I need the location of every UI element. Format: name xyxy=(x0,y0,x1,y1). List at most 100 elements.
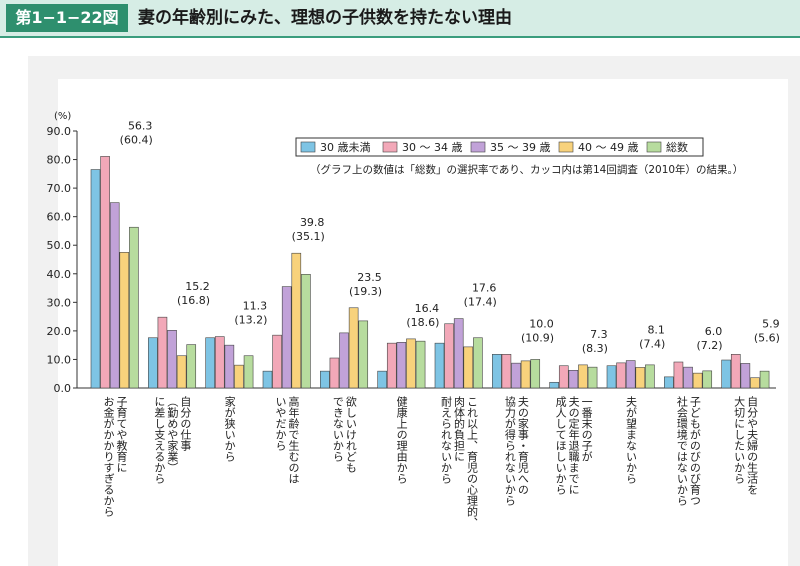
category-label: 自分の仕事 xyxy=(179,396,192,451)
bar-2-5 xyxy=(329,357,340,389)
previous-data-label: (7.2) xyxy=(696,339,722,352)
data-label: 16.4 xyxy=(415,302,440,315)
bar-5-4 xyxy=(301,274,311,389)
bar-1-9 xyxy=(549,381,559,389)
bar-2-7 xyxy=(444,323,454,389)
y-axis-unit-label: (%) xyxy=(54,111,71,122)
bar-4-2 xyxy=(176,355,187,389)
bar-4-12 xyxy=(750,377,760,389)
previous-data-label: (19.3) xyxy=(349,285,382,298)
category-label: 子どもがのびのび育つ xyxy=(688,396,701,506)
category-label: に差し支えるから xyxy=(153,396,166,484)
y-tick-label: 30.0 xyxy=(47,296,72,309)
bar-5-1 xyxy=(129,226,139,389)
legend-label: 40 〜 49 歳 xyxy=(578,141,638,154)
legend-box xyxy=(295,137,704,157)
previous-data-label: (10.9) xyxy=(521,331,554,344)
category-label: 社会環境ではないから xyxy=(675,395,688,506)
bar-5-8 xyxy=(530,359,541,389)
y-tick-label: 20.0 xyxy=(47,325,72,338)
bar-1-4 xyxy=(262,370,273,389)
bar-3-6 xyxy=(396,342,407,389)
bar-1-6 xyxy=(377,370,387,389)
legend-swatch xyxy=(646,141,662,153)
category-label: お金がかかりすぎるから xyxy=(102,396,115,517)
bar-5-3 xyxy=(243,355,254,389)
data-label: 39.8 xyxy=(300,216,325,229)
legend-swatch xyxy=(470,141,486,153)
previous-data-label: (7.4) xyxy=(639,338,665,351)
category-label: いやだから xyxy=(274,396,287,451)
bar-1-11 xyxy=(664,376,674,389)
page-title: 妻の年齢別にみた、理想の子供数を持たない理由 xyxy=(138,8,512,28)
bar-3-7 xyxy=(453,318,464,389)
category-label: 大切にしたいから xyxy=(733,395,746,484)
bar-1-5 xyxy=(320,370,330,389)
header-underline xyxy=(0,36,800,38)
bar-3-12 xyxy=(740,363,751,389)
category-label: 一番末の子が xyxy=(580,396,593,462)
y-tick-label: 10.0 xyxy=(47,353,72,366)
previous-data-label: (13.2) xyxy=(234,314,267,327)
category-label: 協力が得られないから xyxy=(503,396,516,506)
data-label: 17.6 xyxy=(472,282,497,295)
previous-data-label: (18.6) xyxy=(406,316,439,329)
bar-4-1 xyxy=(119,252,130,389)
bar-2-12 xyxy=(730,354,741,389)
category-label: 肉体的負担に xyxy=(453,396,466,462)
y-tick-label: 60.0 xyxy=(47,211,72,224)
previous-data-label: (16.8) xyxy=(177,294,210,307)
bar-3-9 xyxy=(568,369,579,389)
category-label: （勤めや家業） xyxy=(166,396,179,473)
bar-2-10 xyxy=(616,362,626,389)
bar-2-3 xyxy=(214,336,225,389)
data-label: 6.0 xyxy=(705,325,723,338)
bar-3-11 xyxy=(683,366,693,389)
previous-data-label: (35.1) xyxy=(292,230,325,243)
bar-2-9 xyxy=(558,365,569,389)
y-tick-label: 70.0 xyxy=(47,182,72,195)
bar-4-3 xyxy=(234,364,244,389)
category-label: 子育てや教育に xyxy=(115,396,128,473)
bar-4-4 xyxy=(291,252,302,389)
chart-area-background xyxy=(58,79,788,566)
bar-4-9 xyxy=(578,364,588,389)
category-label: 夫の家事・育児への xyxy=(516,396,529,495)
category-label: 健康上の理由から xyxy=(395,396,408,484)
bar-3-3 xyxy=(224,344,235,389)
legend-label: 総数 xyxy=(666,140,688,154)
bar-4-7 xyxy=(463,346,474,389)
bar-4-11 xyxy=(692,372,703,389)
data-label: 5.9 xyxy=(762,317,780,330)
bar-5-11 xyxy=(702,370,713,389)
figure-label: 第1−1−22図 xyxy=(6,4,128,32)
previous-data-label: (8.3) xyxy=(582,342,608,355)
bar-4-10 xyxy=(635,367,646,389)
bar-2-2 xyxy=(157,316,168,389)
y-tick-label: 80.0 xyxy=(47,154,72,167)
previous-data-label: (17.4) xyxy=(464,296,497,309)
bar-1-8 xyxy=(492,354,502,389)
bar-1-2 xyxy=(148,337,158,389)
bar-5-9 xyxy=(587,366,598,389)
y-tick-label: 90.0 xyxy=(47,125,72,138)
category-label: 耐えられないから xyxy=(440,396,453,484)
bar-3-10 xyxy=(625,360,636,389)
legend-swatch xyxy=(558,141,574,153)
data-label: 23.5 xyxy=(357,271,382,284)
data-label: 15.2 xyxy=(185,280,210,293)
bar-3-2 xyxy=(167,330,177,389)
category-label: 成人してほしいから xyxy=(554,396,567,495)
data-label: 11.3 xyxy=(243,300,268,313)
category-label: できないから xyxy=(331,396,344,462)
category-label: 自分や夫婦の生活を xyxy=(746,396,759,495)
chart-panel: 0.0 10.0 20.0 30.0 40.0 50.0 60.0 70.0 80.0 90.0 (… xyxy=(28,56,800,566)
bar-5-7 xyxy=(473,337,483,389)
bar-5-2 xyxy=(186,344,197,389)
previous-data-label: (60.4) xyxy=(120,133,153,146)
bar-2-6 xyxy=(386,342,397,389)
bar-1-10 xyxy=(606,365,617,389)
bar-2-11 xyxy=(673,361,684,389)
bar-2-1 xyxy=(100,156,110,389)
bar-1-3 xyxy=(205,337,215,389)
